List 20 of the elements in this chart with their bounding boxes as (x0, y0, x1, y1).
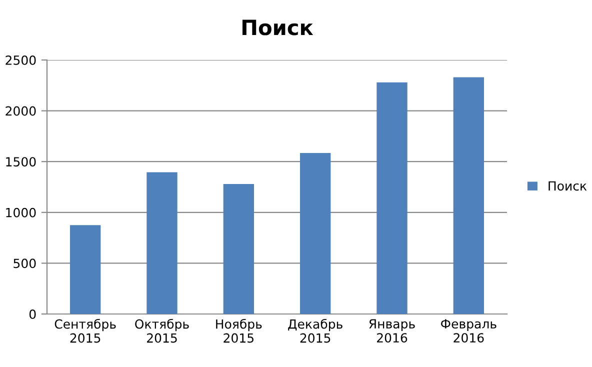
x-tick-label: Январь 2016 (369, 319, 415, 343)
x-tick-label: Ноябрь 2015 (216, 318, 262, 343)
y-tick-label: 2000 (6, 106, 36, 116)
y-tick-label: 500 (14, 258, 36, 268)
x-tick-label: Октябрь 2015 (135, 318, 189, 343)
x-tick-label: Декабрь 2015 (288, 318, 342, 343)
chart-title: Поиск (242, 20, 314, 36)
x-tick-label: Февраль 2016 (441, 319, 496, 343)
x-tick-label: Сентябрь 2015 (54, 318, 116, 343)
bar (146, 172, 178, 314)
y-tick-label: 1000 (6, 208, 36, 218)
y-tick-label: 0 (29, 309, 36, 319)
bar (223, 184, 254, 314)
y-tick-label: 2500 (6, 55, 36, 65)
bar (300, 152, 331, 314)
bar (453, 77, 484, 314)
y-tick-label: 1500 (6, 157, 36, 167)
bar (376, 82, 408, 314)
bar (70, 225, 101, 314)
legend-label: Поиск (548, 181, 587, 191)
